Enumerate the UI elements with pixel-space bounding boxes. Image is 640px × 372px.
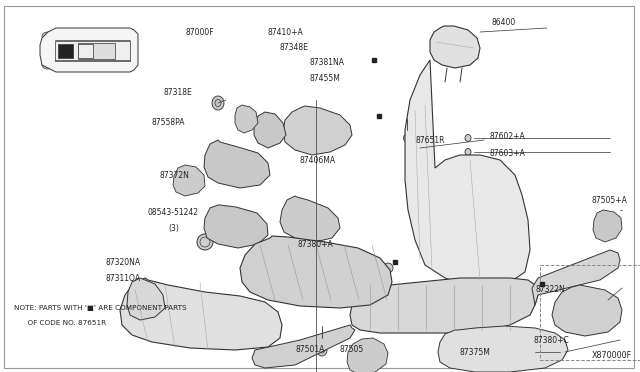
Ellipse shape [85, 65, 95, 71]
Text: 87381NA: 87381NA [310, 58, 345, 67]
Polygon shape [240, 236, 392, 308]
Polygon shape [438, 326, 568, 372]
Polygon shape [78, 43, 115, 59]
Polygon shape [78, 44, 93, 58]
Text: 87318E: 87318E [164, 88, 193, 97]
Text: (3): (3) [168, 224, 179, 233]
Text: 87375M: 87375M [460, 348, 491, 357]
Polygon shape [430, 26, 480, 68]
Text: 87603+A: 87603+A [490, 149, 526, 158]
Text: 87322N: 87322N [536, 285, 566, 294]
Polygon shape [405, 60, 530, 286]
Ellipse shape [124, 61, 136, 69]
Ellipse shape [197, 234, 213, 250]
Ellipse shape [317, 344, 327, 356]
Text: 87455M: 87455M [310, 74, 341, 83]
Polygon shape [552, 285, 622, 336]
Polygon shape [173, 165, 205, 196]
Polygon shape [347, 338, 388, 372]
Polygon shape [127, 278, 165, 320]
Text: 87372N: 87372N [160, 171, 190, 180]
Text: 87406MA: 87406MA [300, 156, 336, 165]
Ellipse shape [403, 134, 410, 142]
Ellipse shape [439, 184, 457, 196]
Text: 87602+A: 87602+A [490, 132, 525, 141]
Polygon shape [593, 210, 622, 242]
Polygon shape [204, 205, 268, 248]
Ellipse shape [42, 32, 54, 40]
Text: 87505+A: 87505+A [592, 196, 628, 205]
Polygon shape [40, 28, 138, 72]
Text: 87505: 87505 [340, 345, 364, 354]
Text: X870000F: X870000F [592, 351, 632, 360]
Text: 87000F: 87000F [186, 28, 214, 37]
Polygon shape [58, 44, 73, 58]
Ellipse shape [465, 148, 471, 155]
Polygon shape [350, 278, 538, 333]
Ellipse shape [42, 61, 54, 69]
Ellipse shape [440, 213, 456, 223]
Text: 87651R: 87651R [416, 136, 445, 145]
Text: 87501A: 87501A [296, 345, 325, 354]
Text: 08543-51242: 08543-51242 [148, 208, 199, 217]
Ellipse shape [383, 263, 393, 273]
Ellipse shape [124, 32, 136, 40]
Polygon shape [254, 112, 286, 148]
Text: 87320NA: 87320NA [106, 258, 141, 267]
Text: NOTE: PARTS WITH '■' ARE COMPONENT PARTS: NOTE: PARTS WITH '■' ARE COMPONENT PARTS [14, 305, 187, 311]
Text: 87558PA: 87558PA [152, 118, 186, 127]
Polygon shape [283, 106, 352, 155]
Text: 87348E: 87348E [280, 43, 309, 52]
Text: OF CODE NO. 87651R: OF CODE NO. 87651R [14, 320, 106, 326]
Polygon shape [280, 196, 340, 242]
Polygon shape [532, 250, 620, 305]
Polygon shape [120, 278, 282, 350]
Ellipse shape [465, 135, 471, 141]
Polygon shape [204, 140, 270, 188]
Text: 87311QA: 87311QA [106, 274, 141, 283]
Text: 86400: 86400 [492, 18, 516, 27]
Ellipse shape [212, 96, 224, 110]
Polygon shape [252, 325, 355, 368]
Polygon shape [55, 41, 130, 61]
Text: 87380+C: 87380+C [534, 336, 570, 345]
Bar [540, 265, 640, 360]
Polygon shape [235, 105, 258, 133]
Text: 87380+A: 87380+A [298, 240, 333, 249]
Text: 87410+A: 87410+A [268, 28, 304, 37]
